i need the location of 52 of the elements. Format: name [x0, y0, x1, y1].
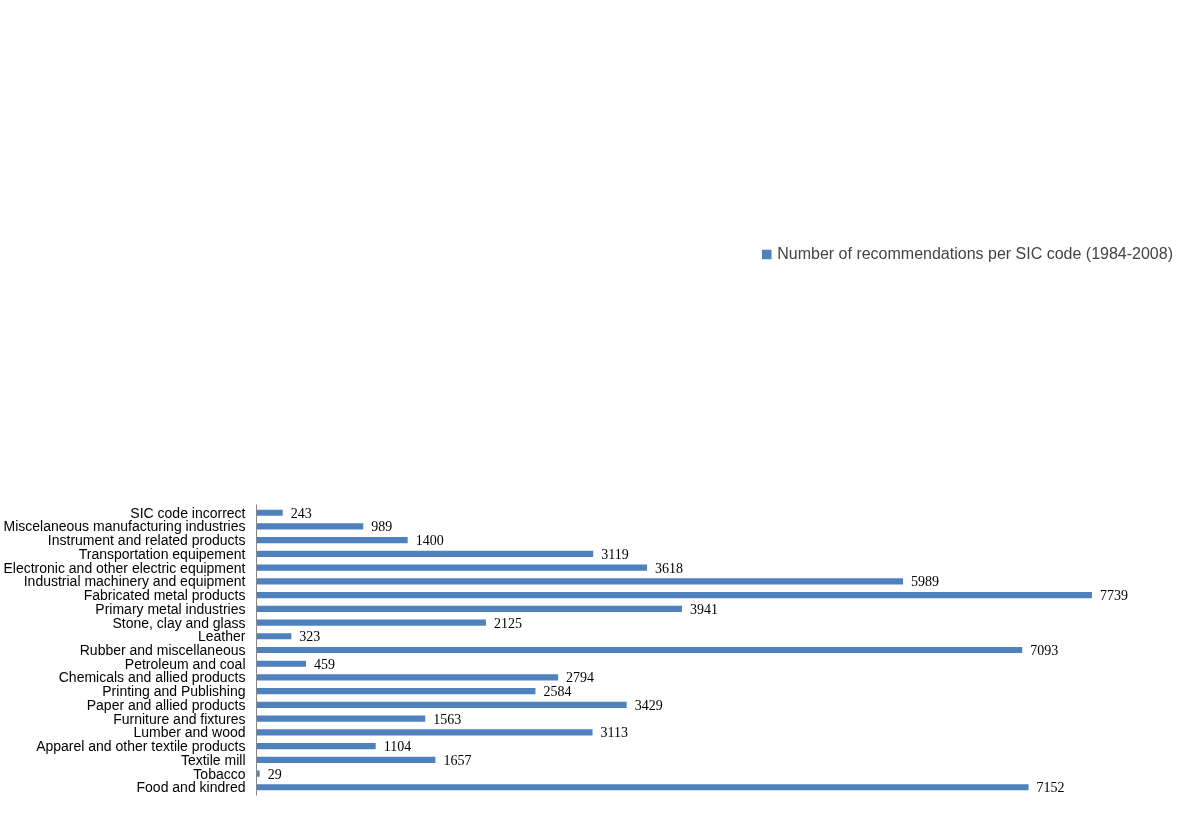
bar: [256, 605, 682, 612]
bar: [256, 509, 283, 516]
y-tick-label: SIC code incorrect: [130, 504, 246, 521]
bar: [256, 784, 1029, 791]
bar: [256, 523, 364, 530]
data-label: 323: [299, 629, 321, 645]
y-tick-label: Tobacco: [193, 765, 246, 782]
bar: [256, 633, 292, 640]
bar: [256, 674, 559, 681]
bar: [256, 537, 408, 544]
bar: [256, 756, 436, 763]
y-tick-label: Miscelaneous manufacturing industries: [3, 518, 246, 535]
data-label: 243: [290, 505, 312, 521]
bar: [256, 578, 904, 585]
data-label: 7152: [1036, 780, 1065, 796]
data-label: 3941: [689, 601, 718, 617]
data-label: 1657: [443, 752, 472, 768]
bar: [256, 646, 1023, 654]
data-label: 1400: [415, 533, 444, 549]
data-label: 3429: [634, 697, 663, 713]
legend-label: Number of recommendations per SIC code (1984-2008): [777, 245, 1173, 263]
bar: [256, 715, 426, 722]
data-label: 2584: [543, 684, 572, 700]
y-tick-label: Apparel and other textile products: [36, 738, 246, 755]
bar: [256, 660, 307, 667]
data-label: 7093: [1030, 643, 1059, 658]
bar: [256, 550, 594, 557]
data-label: 29: [267, 766, 282, 782]
y-tick-label: Chemicals and allied products: [58, 669, 246, 686]
data-label: 2794: [566, 670, 595, 686]
data-label: 7739: [1099, 588, 1128, 604]
bar: [256, 701, 627, 708]
data-label: 989: [371, 519, 393, 535]
y-tick-label: Rubber and miscellaneous: [79, 642, 246, 658]
data-label: 5989: [911, 574, 940, 590]
data-label: 3618: [655, 560, 684, 576]
y-tick-label: Food and kindred: [136, 779, 246, 796]
bar: [256, 770, 260, 777]
data-label: 1104: [383, 739, 412, 755]
data-label: 459: [314, 656, 336, 672]
bar: [256, 619, 486, 626]
bar: [256, 743, 376, 750]
data-label: 3113: [600, 725, 629, 741]
data-label: 2125: [493, 615, 522, 631]
bar: [256, 688, 536, 695]
data-label: 3119: [601, 546, 629, 562]
y-tick-label: Petroleum and coal: [124, 655, 246, 672]
bar: [256, 592, 1092, 599]
data-label: 1563: [433, 711, 462, 727]
bar: [256, 564, 648, 571]
bar: [256, 729, 593, 736]
y-tick-label: Lumber and wood: [133, 724, 246, 741]
